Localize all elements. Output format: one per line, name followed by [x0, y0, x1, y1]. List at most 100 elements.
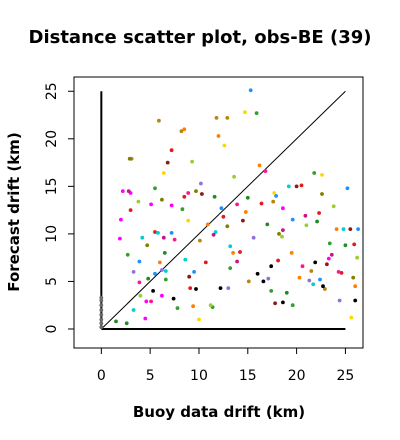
data-point [243, 210, 248, 214]
data-point [99, 321, 104, 326]
data-point [161, 235, 166, 240]
data-point [213, 230, 218, 234]
data-point [119, 217, 123, 222]
data-points [99, 88, 360, 329]
data-point [321, 284, 325, 289]
data-point [284, 290, 289, 295]
data-point [269, 289, 274, 293]
data-point [127, 156, 132, 161]
data-point [339, 271, 344, 275]
x-axis-label: Buoy data drift (km) [132, 403, 306, 421]
data-point [225, 224, 230, 229]
data-point [238, 250, 242, 254]
data-point [197, 317, 201, 322]
data-point [269, 264, 274, 269]
data-point [146, 276, 151, 281]
data-point [303, 213, 308, 218]
data-point [186, 218, 191, 223]
data-point [280, 234, 284, 239]
data-point [235, 259, 240, 264]
data-point [99, 308, 104, 312]
data-point [153, 230, 157, 234]
data-point [265, 222, 270, 227]
data-point [251, 235, 256, 240]
data-point [289, 251, 294, 255]
data-point [232, 174, 237, 179]
data-point [225, 116, 230, 120]
data-point [341, 227, 346, 232]
data-point [343, 243, 348, 248]
data-point [349, 315, 354, 320]
data-point [355, 255, 359, 260]
data-point [137, 259, 142, 264]
data-point [199, 181, 203, 186]
data-point [219, 206, 224, 211]
data-point [290, 303, 295, 308]
data-point [226, 286, 231, 290]
data-point [243, 110, 247, 115]
data-point [194, 189, 198, 194]
data-point [255, 271, 260, 276]
data-point [281, 206, 285, 211]
x-tick-label: 0 [97, 368, 106, 384]
data-point [259, 201, 264, 206]
y-tick-label: 10 [44, 225, 60, 243]
data-point [187, 274, 192, 279]
x-tick-label: 25 [337, 368, 355, 384]
data-point [162, 251, 167, 255]
data-point [313, 260, 318, 265]
data-point [276, 258, 280, 263]
data-point [228, 244, 233, 249]
data-point [299, 183, 304, 188]
data-point [99, 325, 104, 329]
data-point [352, 242, 357, 247]
data-point [348, 227, 353, 232]
chart-title: Distance scatter plot, obs-BE (39) [28, 27, 372, 48]
data-point [157, 118, 161, 123]
data-point [325, 262, 329, 267]
data-point [326, 256, 331, 261]
data-point [161, 171, 166, 175]
data-point [327, 241, 332, 246]
data-point [221, 214, 226, 219]
x-tick-label: 10 [190, 368, 208, 384]
data-point [194, 287, 198, 291]
data-point [99, 303, 104, 308]
data-point [281, 300, 285, 305]
data-point [281, 228, 285, 233]
data-point [272, 191, 277, 195]
data-point [334, 227, 339, 232]
data-point [356, 227, 360, 232]
data-point [331, 204, 336, 209]
data-point [245, 195, 250, 200]
data-point [182, 127, 187, 132]
data-point [136, 199, 141, 204]
data-point [246, 279, 251, 284]
data-point [156, 231, 160, 235]
data-point [271, 199, 276, 204]
data-point [235, 202, 240, 207]
data-point [180, 207, 185, 212]
data-point [222, 143, 227, 148]
data-point [160, 197, 164, 202]
data-point [318, 277, 322, 282]
data-point [351, 275, 356, 280]
data-point [169, 231, 174, 235]
data-point [114, 319, 118, 324]
data-point [323, 287, 327, 291]
data-point [99, 295, 104, 300]
data-point [294, 184, 299, 189]
data-point [200, 192, 204, 196]
data-point [169, 203, 174, 208]
data-point [192, 270, 197, 274]
data-point [218, 286, 223, 290]
data-point [329, 252, 334, 257]
data-point [307, 278, 312, 283]
data-point [212, 194, 217, 199]
data-point [211, 232, 216, 237]
data-point [120, 189, 125, 194]
data-point [274, 194, 278, 198]
data-point [144, 299, 149, 304]
data-point [266, 276, 271, 281]
